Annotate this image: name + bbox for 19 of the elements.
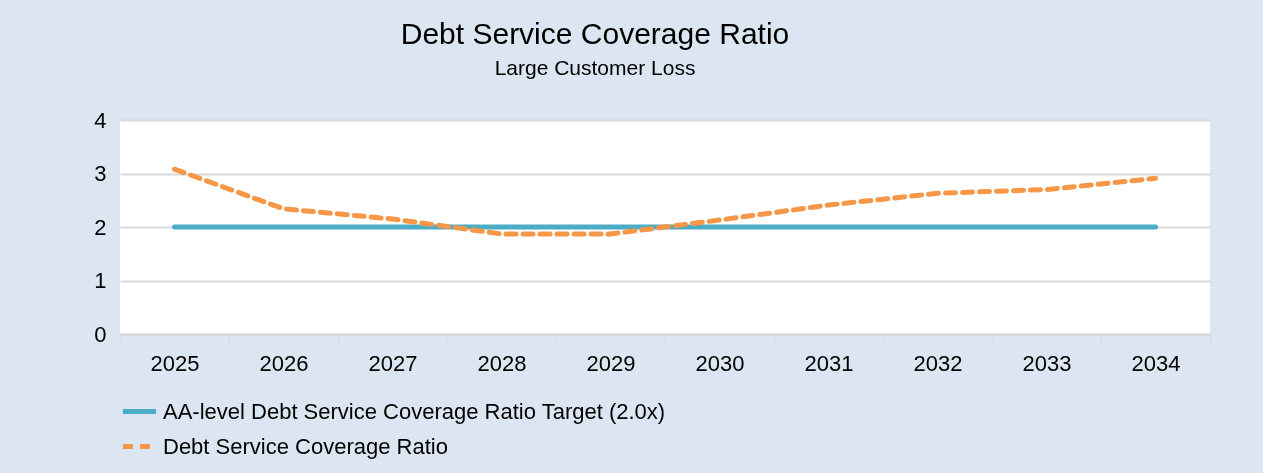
y-tick-label: 0 xyxy=(94,321,107,347)
x-tick-label: 2026 xyxy=(259,350,309,376)
y-tick-label: 4 xyxy=(94,107,107,133)
x-tick-label: 2030 xyxy=(695,350,745,376)
legend-label: Debt Service Coverage Ratio xyxy=(163,433,448,459)
chart-title: Debt Service Coverage Ratio xyxy=(400,17,790,50)
x-tick-label: 2029 xyxy=(586,350,636,376)
x-tick-label: 2031 xyxy=(804,350,854,376)
y-tick-label: 3 xyxy=(94,161,107,186)
x-tick-label: 2028 xyxy=(477,350,527,376)
x-tick-label: 2033 xyxy=(1022,350,1072,376)
legend-label: AA-level Debt Service Coverage Ratio Target (2.0x) xyxy=(163,398,666,424)
x-tick-label: 2034 xyxy=(1131,350,1181,376)
chart-subtitle: Large Customer Loss xyxy=(494,56,696,79)
x-tick-label: 2025 xyxy=(150,350,200,376)
y-tick-label: 1 xyxy=(94,268,107,293)
x-tick-label: 2032 xyxy=(913,350,963,376)
x-tick-label: 2027 xyxy=(368,350,418,376)
y-tick-label: 2 xyxy=(94,214,107,240)
